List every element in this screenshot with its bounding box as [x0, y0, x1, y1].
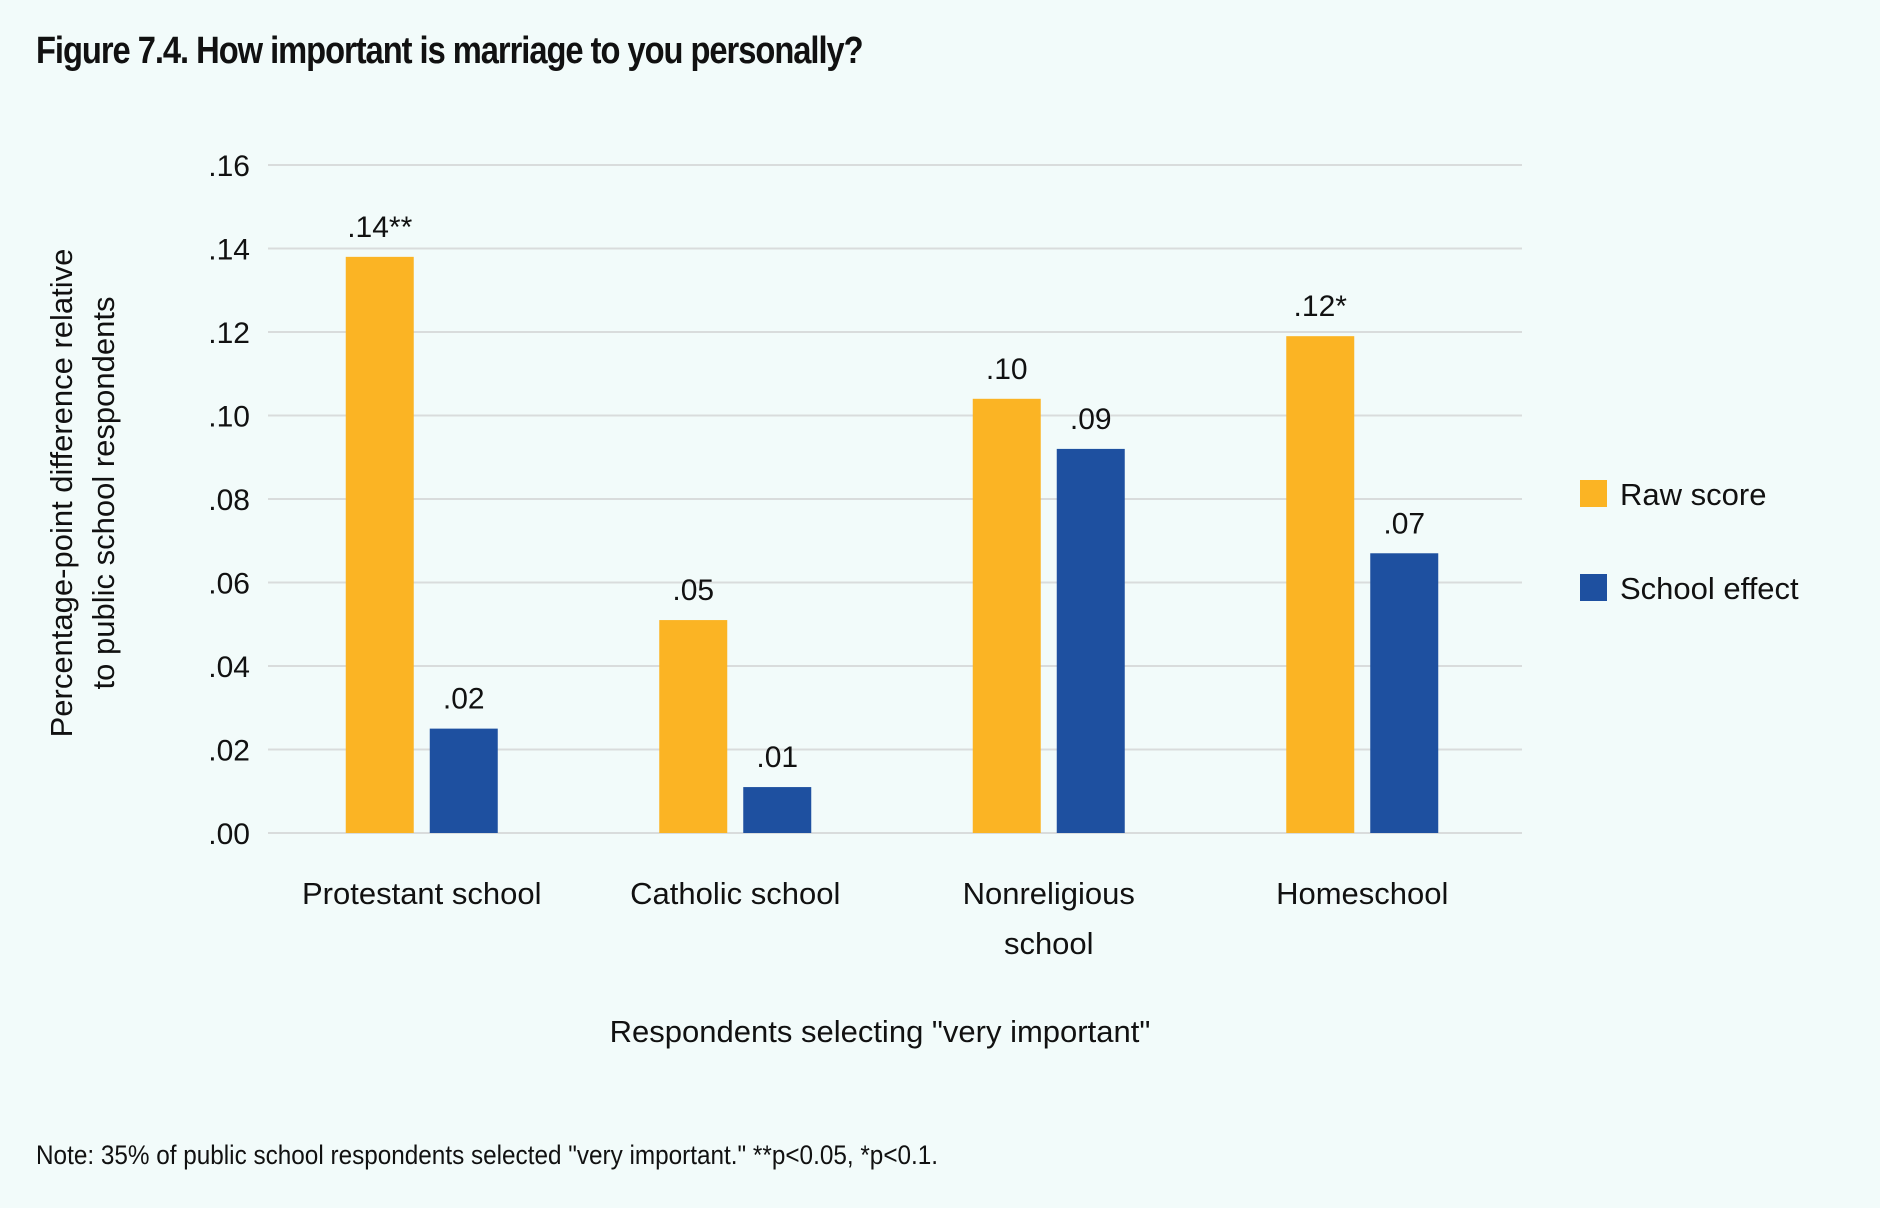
y-axis-ticks: .00 .02 .04 .06 .08 .10 .12 .14 .16 [208, 150, 250, 851]
chart-title: Figure 7.4. How important is marriage to… [36, 30, 864, 72]
data-label: .02 [443, 683, 485, 716]
bar-school-effect [429, 728, 498, 833]
y-tick-label: .10 [208, 401, 250, 434]
y-tick-label: .14 [208, 234, 250, 267]
data-label: .05 [672, 574, 714, 607]
legend-swatch [1580, 480, 1607, 507]
bar-school-effect [1370, 553, 1439, 833]
y-tick-label: .16 [208, 150, 250, 183]
y-tick-label: .04 [208, 651, 250, 684]
y-axis-title-line: Percentage-point difference relative [44, 249, 79, 738]
y-tick-label: .00 [208, 818, 250, 851]
legend-label: School effect [1620, 571, 1799, 606]
y-tick-label: .06 [208, 568, 250, 601]
y-tick-label: .12 [208, 317, 250, 350]
y-tick-label: .08 [208, 484, 250, 517]
legend-label: Raw score [1620, 477, 1766, 512]
bar-school-effect [743, 787, 812, 833]
y-axis-title-line: to public school respondents [86, 297, 121, 690]
x-category-label: Nonreligious [963, 876, 1135, 911]
x-category-label: school [1004, 926, 1094, 961]
data-label: .01 [756, 741, 798, 774]
data-label: .09 [1070, 403, 1112, 436]
data-labels: .14** .02 .05 .01 .10 .09 .12* .07 [347, 211, 1425, 774]
legend-swatch [1580, 574, 1607, 601]
x-category-label: Homeschool [1276, 876, 1448, 911]
x-category-label: Catholic school [630, 876, 840, 911]
data-label: .10 [986, 353, 1028, 386]
x-axis-title: Respondents selecting "very important" [610, 1014, 1151, 1049]
bar-raw-score [659, 620, 728, 833]
data-label: .14** [347, 211, 412, 244]
bar-raw-score [972, 398, 1041, 833]
bar-raw-score [1286, 336, 1355, 833]
x-axis-categories: Protestant school Catholic school Nonrelig… [302, 876, 1448, 961]
legend: Raw score School effect [1580, 477, 1799, 606]
x-category-label: Protestant school [302, 876, 542, 911]
data-label: .12* [1294, 290, 1348, 323]
bar-raw-score [345, 256, 414, 834]
data-label: .07 [1383, 507, 1425, 540]
footnote: Note: 35% of public school respondents s… [36, 1140, 939, 1170]
y-tick-label: .02 [208, 735, 250, 768]
bar-school-effect [1056, 448, 1125, 833]
bars [345, 256, 1439, 834]
